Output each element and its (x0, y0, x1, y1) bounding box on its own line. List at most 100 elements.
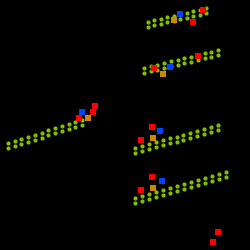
Point (204, 6, 208, 10)
Point (198, 8, 202, 12)
Point (168, 142, 172, 146)
Point (73, 125, 77, 129)
Point (140, 194, 144, 198)
Point (189, 180, 193, 184)
Point (93, 104, 97, 108)
Point (133, 151, 137, 155)
Point (182, 132, 186, 136)
Point (182, 61, 186, 65)
Point (196, 58, 200, 62)
Point (165, 15, 169, 19)
Point (175, 189, 179, 193)
Point (139, 138, 143, 142)
Point (140, 199, 144, 203)
Point (147, 197, 151, 201)
Point (13, 144, 17, 148)
Point (151, 136, 155, 140)
Point (80, 110, 84, 114)
Point (182, 138, 186, 141)
Point (188, 131, 192, 135)
Point (203, 176, 207, 180)
Point (168, 65, 172, 69)
Point (169, 60, 173, 64)
Point (178, 12, 182, 16)
Point (217, 172, 221, 176)
Point (188, 136, 192, 140)
Point (158, 129, 162, 133)
Point (142, 66, 146, 70)
Point (6, 146, 10, 150)
Point (168, 191, 172, 195)
Point (189, 54, 193, 58)
Point (20, 142, 24, 146)
Point (175, 184, 179, 188)
Point (33, 133, 37, 137)
Point (152, 66, 156, 70)
Point (60, 129, 64, 133)
Point (152, 24, 156, 28)
Point (161, 72, 165, 76)
Point (196, 53, 200, 57)
Point (172, 19, 176, 23)
Point (154, 145, 158, 149)
Point (140, 144, 144, 148)
Point (150, 125, 154, 129)
Point (210, 174, 214, 178)
Point (185, 11, 189, 15)
Point (161, 193, 165, 197)
Point (53, 131, 57, 135)
Point (168, 136, 172, 140)
Point (66, 122, 70, 126)
Point (40, 130, 44, 134)
Point (191, 9, 195, 13)
Point (202, 56, 206, 60)
Point (156, 63, 160, 67)
Point (140, 149, 144, 153)
Point (202, 51, 206, 55)
Point (204, 11, 208, 15)
Point (216, 128, 220, 132)
Point (201, 8, 205, 12)
Point (224, 175, 228, 179)
Point (40, 136, 44, 140)
Point (149, 64, 153, 68)
Point (60, 124, 64, 128)
Point (6, 141, 10, 145)
Point (216, 53, 220, 57)
Point (150, 175, 154, 179)
Point (20, 137, 24, 141)
Point (172, 18, 176, 22)
Point (77, 116, 81, 120)
Point (178, 17, 182, 21)
Point (146, 20, 150, 24)
Point (165, 20, 169, 24)
Point (178, 12, 182, 16)
Point (210, 179, 214, 183)
Point (151, 186, 155, 190)
Point (195, 134, 199, 138)
Point (217, 177, 221, 181)
Point (216, 230, 220, 234)
Point (224, 170, 228, 174)
Point (209, 50, 213, 54)
Point (160, 179, 164, 183)
Point (209, 55, 213, 59)
Point (174, 140, 178, 143)
Point (26, 135, 30, 139)
Point (133, 196, 137, 200)
Point (161, 138, 165, 142)
Point (191, 14, 195, 18)
Point (46, 128, 50, 132)
Point (147, 142, 151, 146)
Point (13, 139, 17, 143)
Point (174, 134, 178, 138)
Point (86, 116, 90, 120)
Point (91, 110, 95, 114)
Point (203, 181, 207, 185)
Point (66, 127, 70, 131)
Point (26, 140, 30, 144)
Point (146, 25, 150, 29)
Point (154, 140, 158, 144)
Point (147, 192, 151, 196)
Point (73, 120, 77, 124)
